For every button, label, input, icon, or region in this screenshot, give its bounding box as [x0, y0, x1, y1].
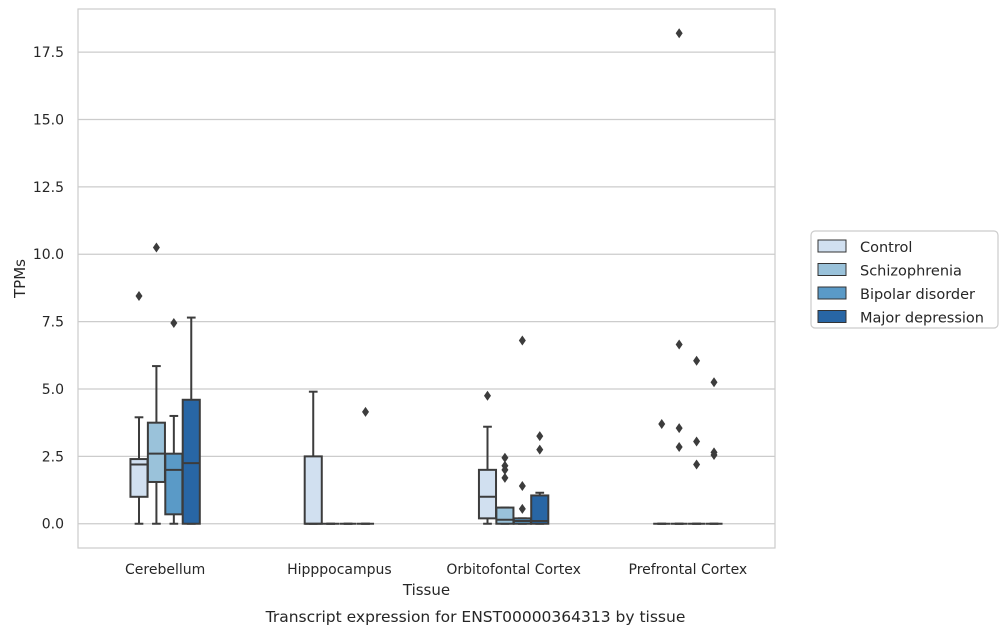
- box-major-depression: [356, 406, 375, 525]
- y-tick-label: 5.0: [42, 382, 64, 398]
- y-tick-label: 0.0: [42, 517, 64, 533]
- legend-label: Major depression: [860, 311, 984, 327]
- outlier-point: [501, 452, 509, 463]
- box-iqr: [530, 494, 550, 525]
- y-axis: 0.0 2.5 5.0 7.5 10.0 12.5 15.0 17.5: [33, 45, 64, 533]
- box-iqr: [477, 468, 498, 520]
- box-control: [477, 390, 498, 525]
- outlier-point: [658, 419, 666, 430]
- box-bipolar-disorder: [512, 335, 532, 525]
- x-axis-title: Tissue: [402, 581, 450, 599]
- figure-caption: Transcript expression for ENST0000036431…: [265, 608, 686, 626]
- outlier-point: [518, 335, 526, 346]
- y-tick-label: 10.0: [33, 247, 64, 263]
- outlier-point: [536, 431, 544, 442]
- outlier-point: [710, 377, 718, 388]
- y-tick-label: 2.5: [42, 449, 64, 465]
- outlier-point: [536, 444, 544, 455]
- box-plots: [129, 28, 723, 525]
- box-bipolar-disorder: [164, 317, 184, 525]
- box-control: [129, 291, 149, 525]
- box-iqr: [181, 398, 201, 525]
- outlier-point: [501, 472, 509, 483]
- y-axis-title: TPMs: [11, 259, 29, 299]
- box-iqr: [164, 452, 184, 516]
- box-schizophrenia: [670, 28, 688, 525]
- x-tick-label: Hipppocampus: [287, 562, 392, 578]
- outlier-point: [675, 441, 683, 452]
- box-schizophrenia: [495, 452, 515, 525]
- legend-label: Schizophrenia: [860, 264, 962, 280]
- outlier-point: [501, 460, 509, 471]
- outlier-point: [710, 447, 718, 458]
- y-tick-label: 7.5: [42, 315, 64, 331]
- outlier-point: [362, 406, 370, 417]
- legend-label: Bipolar disorder: [860, 287, 975, 303]
- legend-swatch: [817, 310, 847, 323]
- y-tick-label: 15.0: [33, 112, 64, 128]
- box-major-depression: [530, 431, 550, 525]
- box-control: [303, 390, 323, 525]
- outlier-point: [518, 503, 526, 514]
- outlier-point: [170, 317, 178, 328]
- outlier-point: [135, 291, 143, 302]
- box-control: [653, 419, 671, 525]
- x-tick-label: Prefrontal Cortex: [629, 562, 748, 578]
- y-tick-label: 12.5: [33, 180, 64, 196]
- legend-box: [810, 230, 999, 329]
- legend-swatch: [817, 286, 847, 300]
- box-schizophrenia: [146, 242, 166, 525]
- box-iqr: [146, 421, 166, 483]
- outlier-point: [675, 28, 683, 39]
- box-major-depression: [181, 316, 201, 525]
- outlier-point: [693, 459, 701, 470]
- box-iqr: [495, 506, 515, 525]
- plot-area: [77, 8, 776, 549]
- x-tick-label: Cerebellum: [125, 562, 205, 578]
- x-axis: Cerebellum Hipppocampus Orbitofontal Corte…: [125, 562, 747, 578]
- y-tick-label: 17.5: [33, 45, 64, 61]
- legend-swatch: [817, 239, 847, 253]
- legend-label: Control: [860, 240, 912, 256]
- outlier-point: [152, 242, 160, 253]
- outlier-point: [693, 436, 701, 447]
- legend: Control Schizophrenia Bipolar disorder Majo…: [810, 230, 999, 329]
- box-iqr: [303, 455, 323, 525]
- box-major-depression: [705, 377, 723, 525]
- box-bipolar-disorder: [688, 355, 706, 525]
- outlier-point: [483, 390, 491, 401]
- outlier-point: [518, 481, 526, 492]
- outlier-point: [693, 355, 701, 366]
- legend-swatch: [817, 263, 847, 276]
- outlier-point: [675, 339, 683, 350]
- outlier-point: [675, 423, 683, 434]
- x-tick-label: Orbitofontal Cortex: [446, 562, 581, 578]
